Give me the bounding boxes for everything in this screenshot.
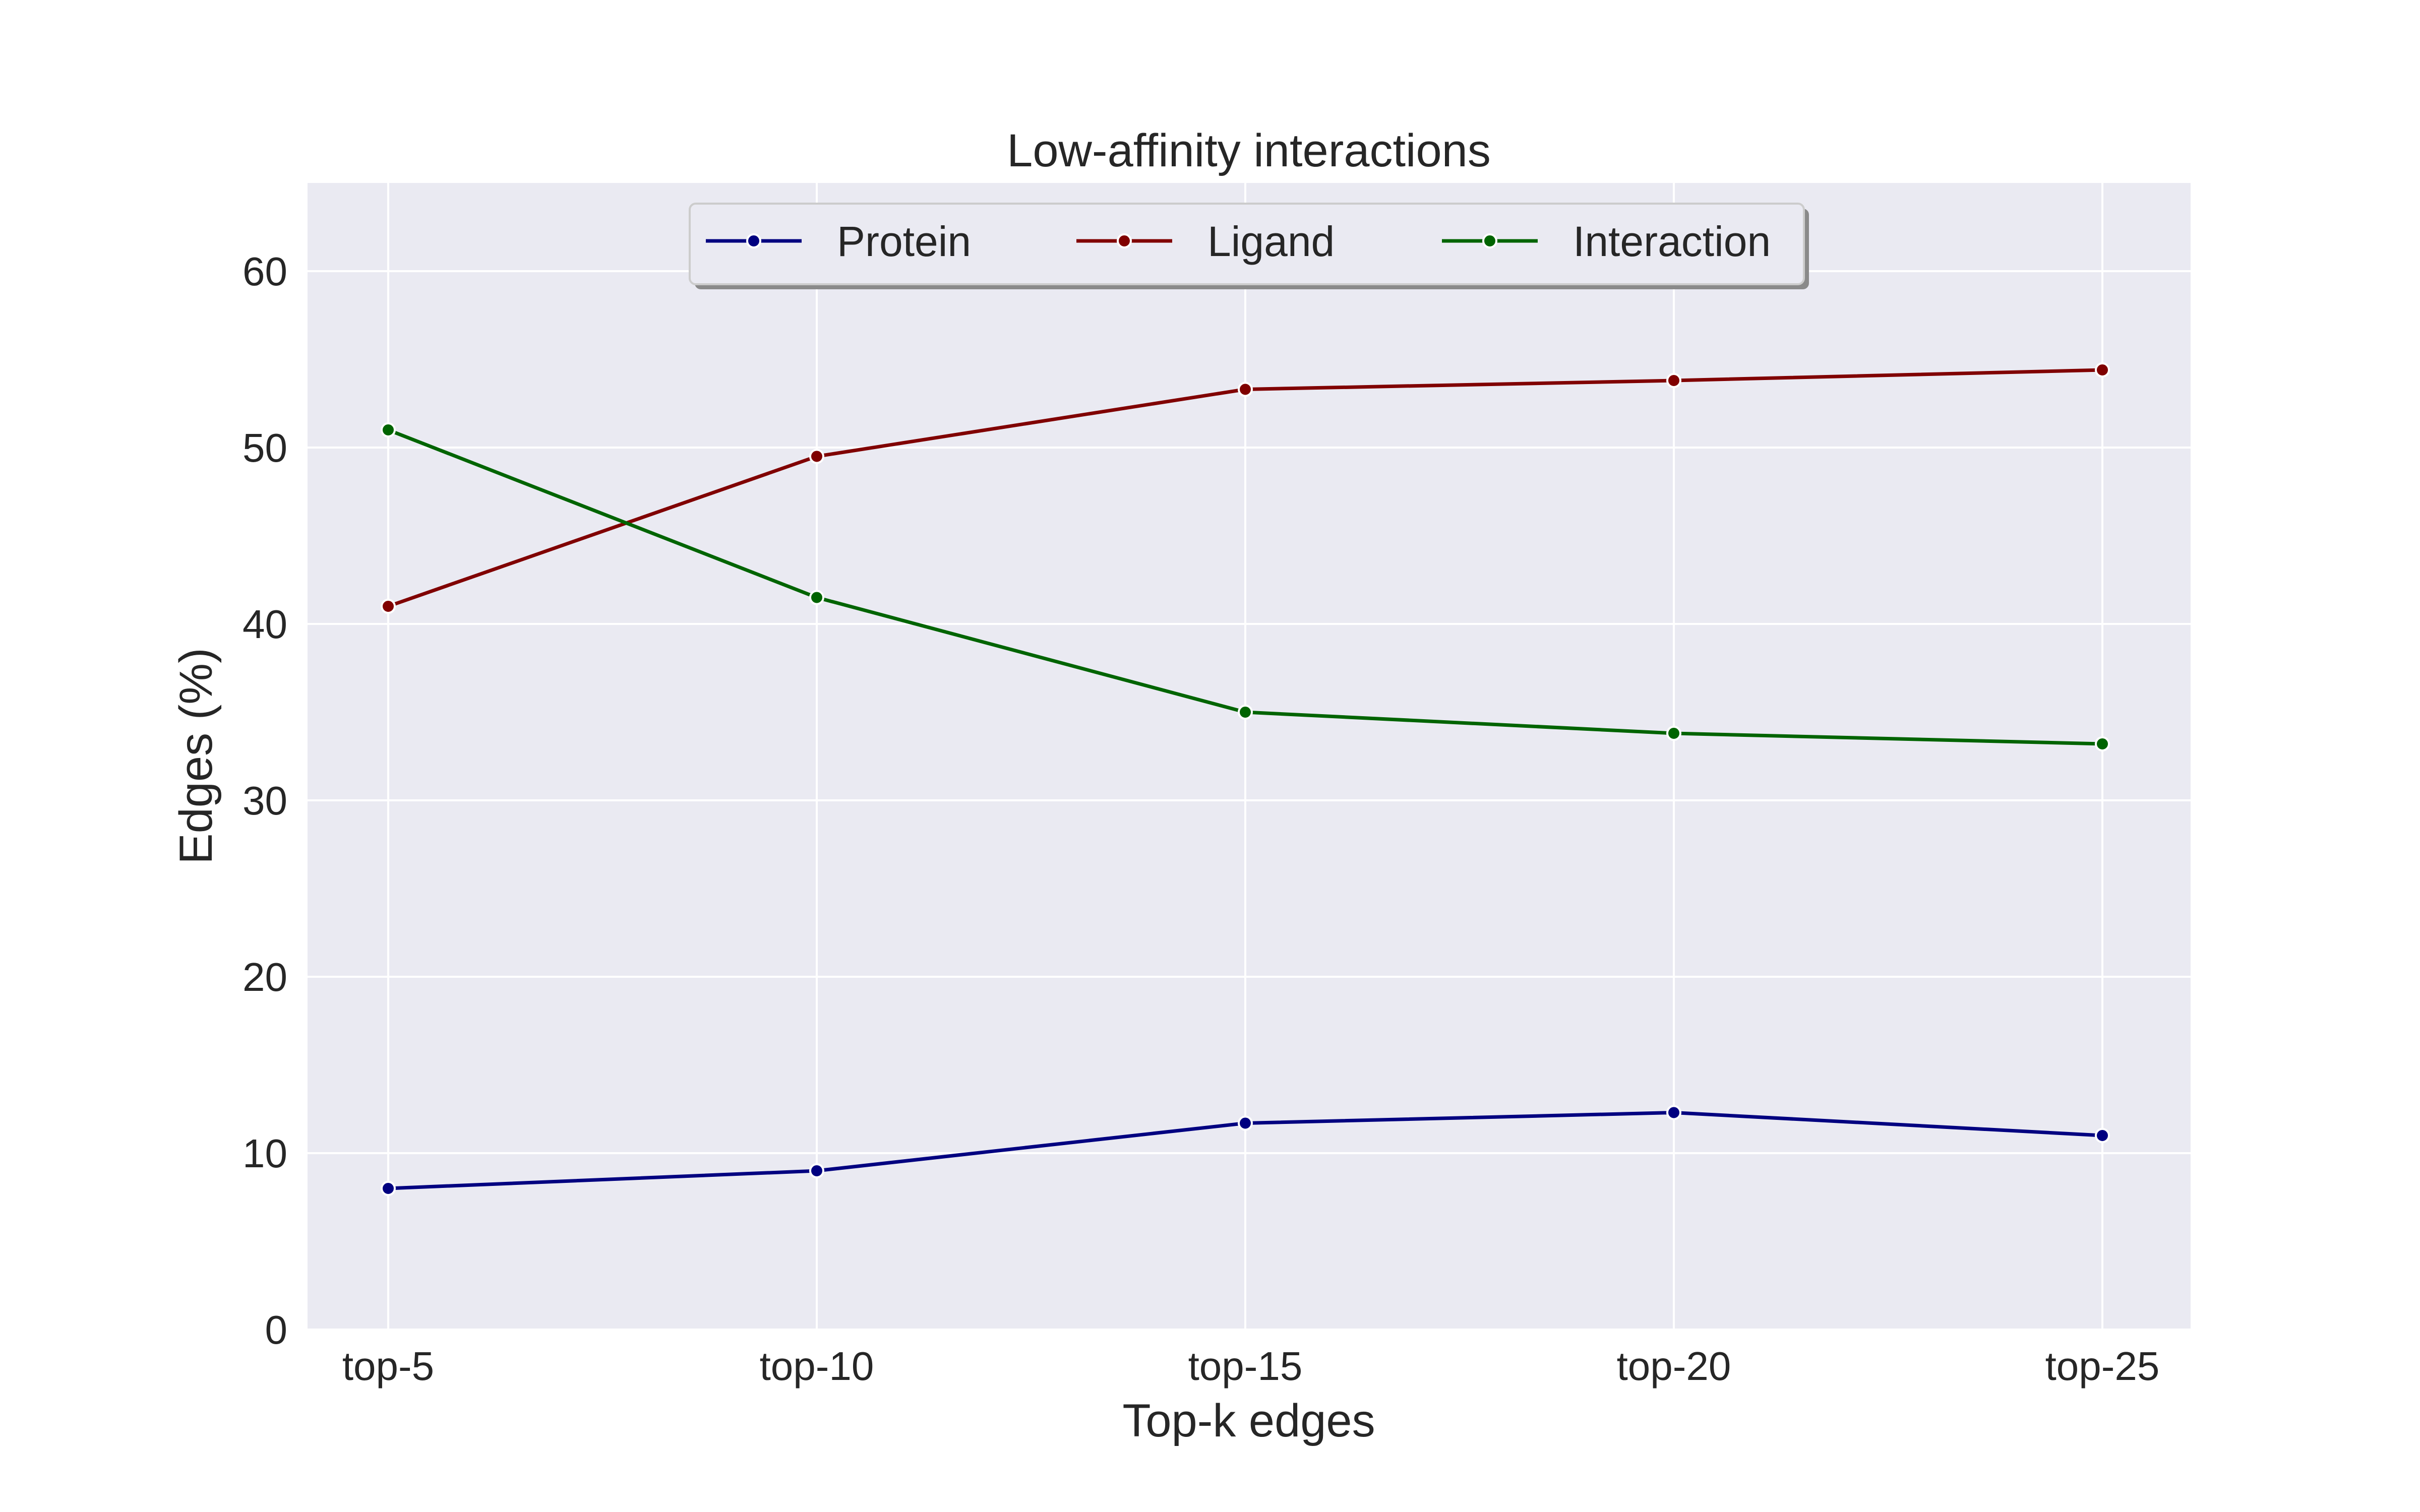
chart-title: Low-affinity interactions [1007,125,1491,176]
data-point-ligand [1239,383,1252,396]
y-tick-label: 0 [265,1307,288,1352]
plot-area [308,183,2191,1330]
x-tick-label: top-15 [1188,1344,1303,1389]
data-point-interaction [810,591,823,604]
data-point-protein [2096,1129,2109,1142]
data-point-protein [810,1164,823,1177]
y-tick-label: 30 [243,778,287,823]
data-point-interaction [1667,727,1680,740]
data-point-protein [1667,1106,1680,1119]
y-axis-ticks: 0 10 20 30 40 50 60 [243,249,287,1352]
legend-label-ligand: Ligand [1207,218,1335,265]
legend-marker-interaction [1483,234,1496,247]
y-tick-label: 40 [243,602,287,647]
y-axis-label: Edges (%) [170,648,222,864]
data-point-protein [382,1182,395,1195]
y-tick-label: 10 [243,1131,287,1176]
y-tick-label: 60 [243,249,287,294]
data-point-interaction [1239,706,1252,719]
legend-marker-protein [747,234,760,247]
data-point-ligand [1667,374,1680,387]
data-point-ligand [810,450,823,463]
data-point-interaction [2096,737,2109,750]
x-tick-label: top-20 [1617,1344,1731,1389]
x-tick-label: top-25 [2045,1344,2160,1389]
x-tick-label: top-10 [760,1344,874,1389]
data-point-ligand [2096,363,2109,376]
data-point-protein [1239,1117,1252,1130]
data-point-ligand [382,600,395,613]
legend: Protein Ligand Interaction [690,204,1809,289]
x-tick-label: top-5 [342,1344,434,1389]
x-axis-label: Top-k edges [1122,1395,1375,1446]
data-point-interaction [382,423,395,436]
x-axis-ticks: top-5 top-10 top-15 top-20 top-25 [342,1344,2160,1389]
legend-label-protein: Protein [837,218,971,265]
legend-marker-ligand [1118,234,1131,247]
y-tick-label: 50 [243,425,287,470]
legend-label-interaction: Interaction [1573,218,1771,265]
legend-items: Protein Ligand Interaction [706,218,1771,265]
y-tick-label: 20 [243,955,287,999]
